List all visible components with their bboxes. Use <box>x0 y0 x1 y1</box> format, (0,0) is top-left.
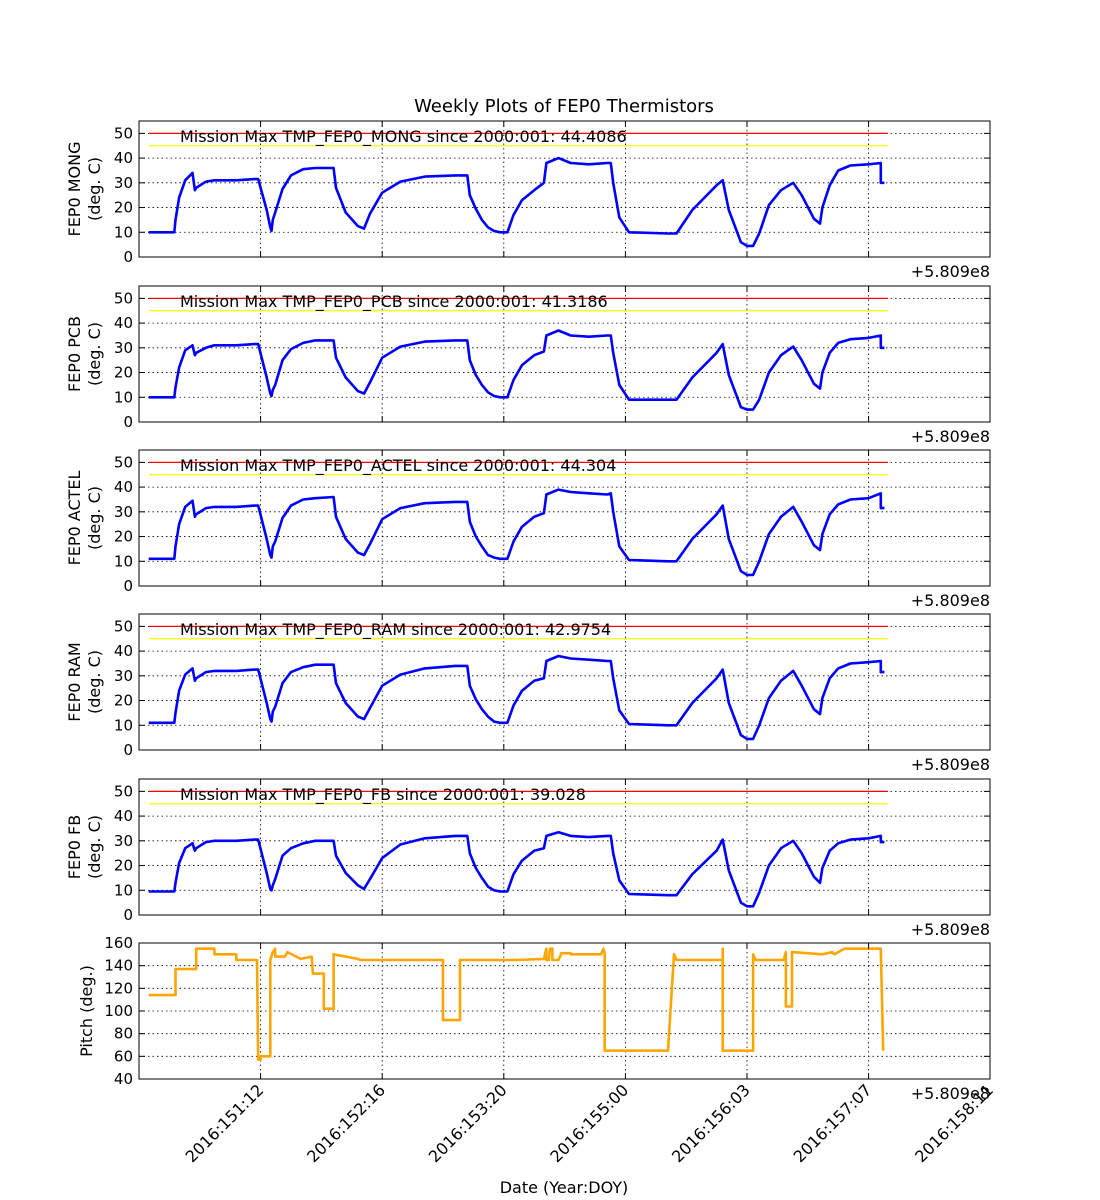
y-tick-label: 40 <box>114 807 133 825</box>
panel-pcb: 0 10 20 30 40 50 FEP0 PCB (deg. C) Mission Max T… <box>65 285 991 446</box>
mission-max-annotation: Mission Max TMP_FEP0_PCB since 2000:001:… <box>180 292 608 312</box>
y-axis-label: FEP0 PCB <box>65 316 84 392</box>
panel-actel: 0 10 20 30 40 50 FEP0 ACTEL (deg. C) Mission Max… <box>65 449 991 610</box>
x-axis-label: Date (Year:DOY) <box>500 1178 629 1197</box>
mission-max-annotation: Mission Max TMP_FEP0_ACTEL since 2000:00… <box>180 456 616 476</box>
y-axis-label-units: (deg. C) <box>85 486 104 550</box>
y-tick-label: 10 <box>114 716 133 734</box>
plot-frame <box>138 778 991 916</box>
y-axis-label-units: (deg. C) <box>85 157 104 221</box>
y-tick-label: 20 <box>114 364 133 382</box>
plot-frame <box>138 285 991 423</box>
y-tick-label: 160 <box>104 934 133 952</box>
y-axis-label-units: (deg. C) <box>85 322 104 386</box>
y-tick-label: 0 <box>123 906 133 924</box>
panel-mong: 0 10 20 30 40 50 FEP0 MONG (deg. C) Mission Max … <box>65 120 991 281</box>
y-tick-label: 0 <box>123 248 133 266</box>
x-offset-label: +5.809e8 <box>911 920 990 939</box>
y-tick-label: 30 <box>114 667 133 685</box>
series-line-ram <box>148 654 885 741</box>
series-line-pcb <box>148 329 885 411</box>
y-axis-label: Pitch (deg.) <box>77 965 96 1057</box>
y-tick-label: 30 <box>114 174 133 192</box>
y-tick-label: 10 <box>114 881 133 899</box>
y-axis-label: FEP0 RAM <box>65 642 84 721</box>
y-tick-label: 40 <box>114 642 133 660</box>
x-offset-label: +5.809e8 <box>911 591 990 610</box>
plot-frame <box>138 120 991 258</box>
y-tick-label: 20 <box>114 857 133 875</box>
y-tick-label: 30 <box>114 832 133 850</box>
y-tick-label: 30 <box>114 339 133 357</box>
y-tick-label: 50 <box>114 782 133 800</box>
y-tick-label: 10 <box>114 552 133 570</box>
y-tick-label: 120 <box>104 979 133 997</box>
mission-max-annotation: Mission Max TMP_FEP0_RAM since 2000:001:… <box>180 620 611 640</box>
series-line-fb <box>148 830 885 908</box>
y-tick-label: 20 <box>114 692 133 710</box>
y-tick-label: 40 <box>114 1070 133 1088</box>
y-tick-label: 20 <box>114 528 133 546</box>
y-axis-label: FEP0 FB <box>65 815 84 879</box>
series-line-pitch <box>148 947 885 1061</box>
plot-frame <box>138 449 991 587</box>
y-tick-label: 0 <box>123 577 133 595</box>
x-offset-label: +5.809e8 <box>911 262 990 281</box>
panel-ram: 0 10 20 30 40 50 FEP0 RAM (deg. C) Mission Max T… <box>65 613 991 774</box>
y-tick-label: 10 <box>114 223 133 241</box>
panel-fb: 0 10 20 30 40 50 FEP0 FB (deg. C) Mission Max TM… <box>65 778 991 939</box>
figure-title: Weekly Plots of FEP0 Thermistors <box>414 96 714 117</box>
y-axis-label: FEP0 ACTEL <box>65 470 84 565</box>
y-axis-label-units: (deg. C) <box>85 650 104 714</box>
y-tick-label: 100 <box>104 1002 133 1020</box>
y-tick-label: 40 <box>114 478 133 496</box>
y-tick-label: 60 <box>114 1047 133 1065</box>
series-line-actel <box>148 488 885 577</box>
y-axis-label: FEP0 MONG <box>65 142 84 237</box>
x-offset-label: +5.809e8 <box>911 1084 990 1103</box>
y-tick-label: 0 <box>123 413 133 431</box>
y-tick-label: 50 <box>114 453 133 471</box>
y-tick-label: 30 <box>114 503 133 521</box>
x-offset-label: +5.809e8 <box>911 755 990 774</box>
y-tick-label: 0 <box>123 741 133 759</box>
mission-max-annotation: Mission Max TMP_FEP0_FB since 2000:001: … <box>180 785 586 805</box>
y-tick-label: 140 <box>104 957 133 975</box>
y-tick-label: 40 <box>114 314 133 332</box>
y-tick-label: 40 <box>114 149 133 167</box>
y-tick-label: 80 <box>114 1025 133 1043</box>
y-tick-label: 20 <box>114 199 133 217</box>
x-offset-label: +5.809e8 <box>911 427 990 446</box>
y-tick-label: 50 <box>114 617 133 635</box>
y-axis-label-units: (deg. C) <box>85 815 104 879</box>
y-tick-label: 10 <box>114 388 133 406</box>
mission-max-annotation: Mission Max TMP_FEP0_MONG since 2000:001… <box>180 127 627 147</box>
y-tick-label: 50 <box>114 289 133 307</box>
plot-frame <box>138 613 991 751</box>
y-tick-label: 50 <box>114 124 133 142</box>
series-line-mong <box>148 156 885 248</box>
